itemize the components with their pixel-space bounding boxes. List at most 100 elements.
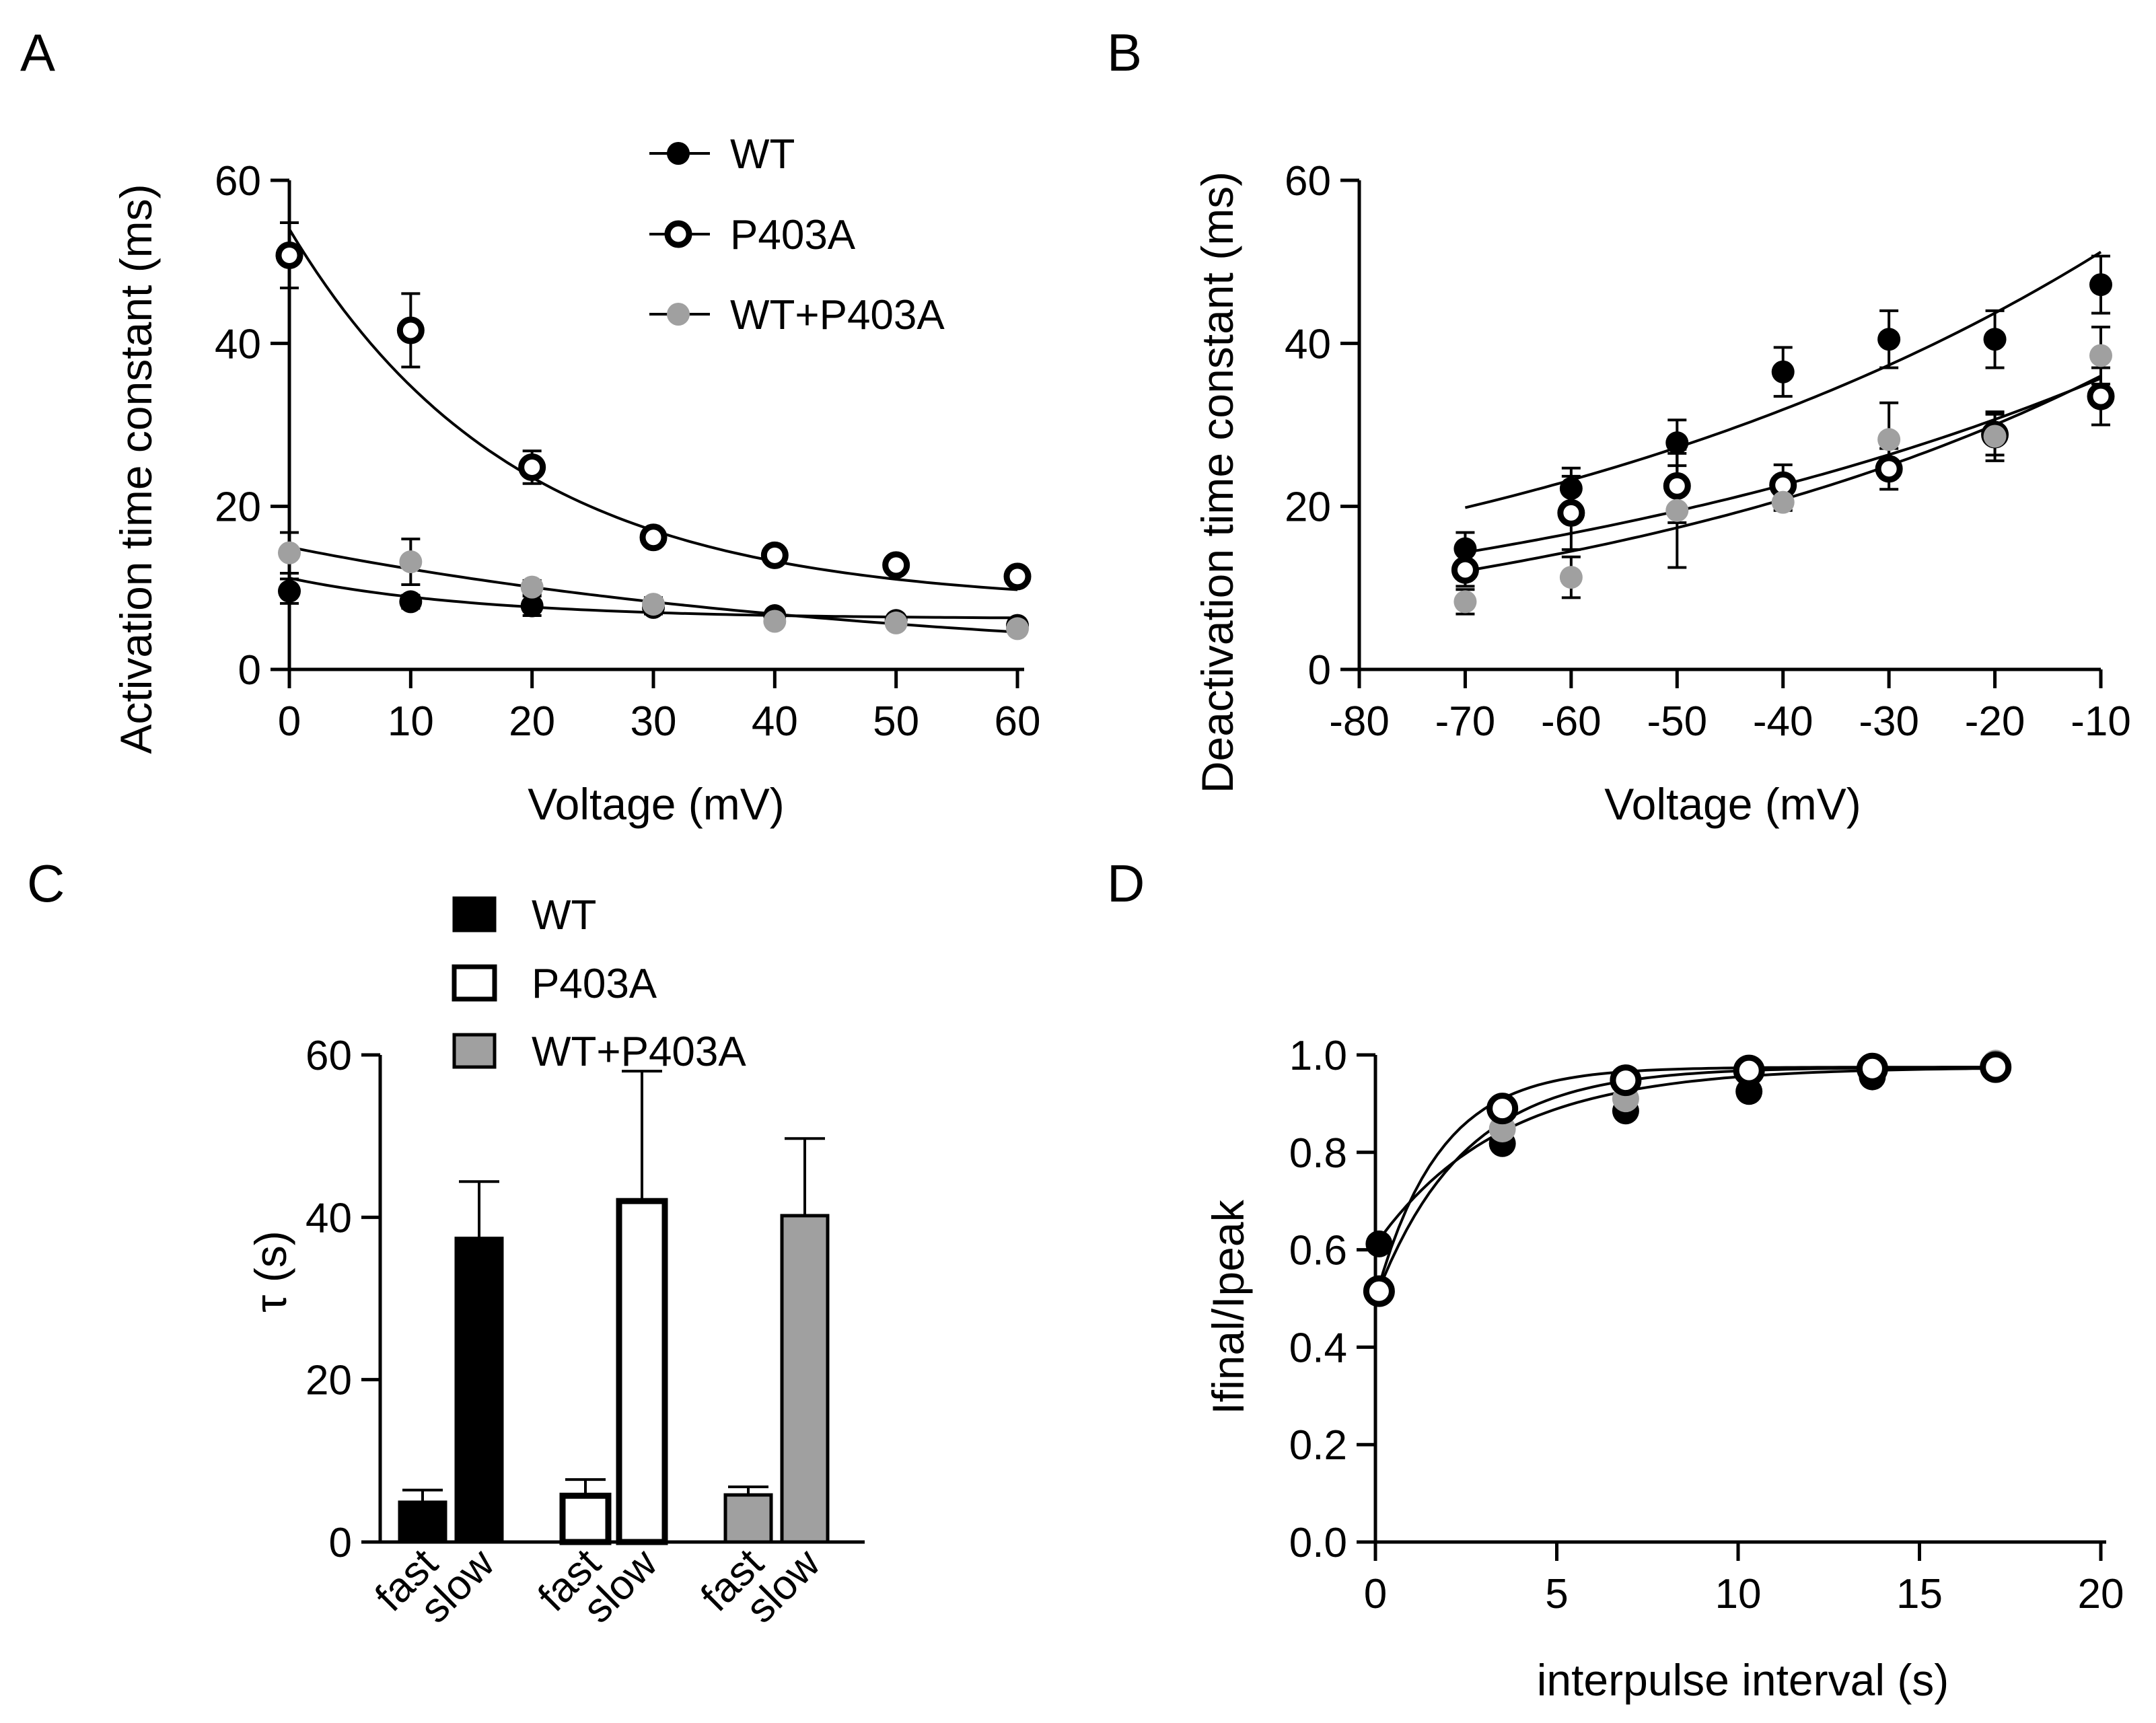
panel-c-ytick-label-40: 40: [306, 1195, 352, 1241]
panel-b-ytick-label-60: 60: [1285, 158, 1331, 205]
panel-d-fit-p403a: [1374, 1066, 1996, 1299]
panel-b-point-wt-p403a-1: [1559, 566, 1583, 589]
panel-b-point-wt-4: [1877, 328, 1901, 351]
panel-a-point-p403a-3: [639, 523, 668, 552]
panel-label-d: D: [1107, 854, 1145, 913]
panel-b-point-wt-p403a-6: [2089, 344, 2112, 367]
panel-label-a: A: [20, 23, 55, 82]
panel-a-point-wt-p403a-3: [642, 593, 665, 616]
panel-a-xtick-label-0: 0: [278, 698, 301, 745]
panel-d-ylabel: Ifinal/Ipeak: [1203, 1199, 1253, 1414]
panel-c-bar-wt-fast: [398, 1500, 447, 1544]
panel-b-point-p403a-0: [1451, 556, 1479, 584]
panel-d-fit-wt: [1374, 1067, 1996, 1246]
panel-c-bar-p403a-slow: [616, 1198, 668, 1545]
panel-label-c: C: [27, 854, 65, 913]
panel-a-point-p403a-5: [882, 551, 910, 579]
panel-b-ytick-label-40: 40: [1285, 321, 1331, 367]
panel-b-point-wt-p403a-0: [1453, 590, 1477, 614]
panel-c-bar-wt-slow: [454, 1237, 504, 1544]
panel-a-point-wt-p403a-2: [520, 575, 544, 599]
panel-b-point-wt-p403a-5: [1983, 425, 2007, 448]
panel-c-errbar-wt-p403a-slow: [785, 1137, 825, 1216]
panel-a-point-wt-p403a-6: [1006, 617, 1029, 640]
panel-a-xtick-label-40: 40: [752, 698, 798, 745]
panel-a-point-wt-p403a-0: [278, 541, 301, 564]
panel-d-point-p403a-2: [1610, 1064, 1642, 1097]
panel-d-fit-wt-p403a: [1374, 1066, 1996, 1299]
panel-c-errbar-wt-fast: [402, 1488, 443, 1502]
panel-a-point-wt-1: [399, 590, 423, 614]
panel-c-bar-p403a-fast: [559, 1492, 612, 1545]
panel-a-point-p403a-2: [518, 453, 546, 482]
panel-b-point-p403a-1: [1557, 499, 1585, 527]
panel-a-point-p403a-4: [760, 541, 789, 569]
panel-b-point-wt-1: [1559, 477, 1583, 501]
legend-label-wt: WT: [730, 131, 795, 178]
panel-c-ytick-label-20: 20: [306, 1358, 352, 1404]
panel-b-xtick-label-10: -10: [2071, 698, 2131, 745]
panel-a-ytick-label-0: 0: [238, 647, 261, 694]
panel-b-xtick-label-40: -40: [1753, 698, 1813, 745]
panel-d-ytick-label-0-2: 0.2: [1289, 1422, 1347, 1469]
panel-a-xtick-label-50: 50: [873, 698, 919, 745]
panel-b-ylabel: Deactivation time constant (ms): [1192, 172, 1242, 793]
panel-a-ytick-label-40: 40: [215, 321, 261, 367]
panel-b-ytick-label-20: 20: [1285, 484, 1331, 531]
panel-d-point-p403a-1: [1486, 1093, 1519, 1125]
panel-d-xtick-label-5: 5: [1545, 1571, 1568, 1617]
panel-d-ytick-label-0-8: 0.8: [1289, 1130, 1347, 1177]
legend-c-label-mix: WT+P403A: [532, 1029, 746, 1075]
legend-swatch-p403a: [452, 964, 497, 1002]
legend-marker-p403a: [664, 220, 692, 248]
legend-c-label-p403a: P403A: [532, 961, 657, 1007]
legend-marker-mix: [667, 303, 690, 326]
panel-b-point-wt-6: [2089, 273, 2112, 297]
panel-c-errbar-p403a-fast: [565, 1478, 606, 1496]
panel-d-ytick-label-0-4: 0.4: [1289, 1325, 1347, 1371]
panel-c-errbar-p403a-slow: [622, 1070, 662, 1202]
panel-c-bar-wt-p403a-fast: [723, 1493, 773, 1544]
panel-d-ytick-label-0-6: 0.6: [1289, 1228, 1347, 1274]
panel-c-ytick-label-0: 0: [329, 1520, 352, 1566]
panel-b-xlabel: Voltage (mV): [1604, 779, 1861, 829]
legend-label-p403a: P403A: [730, 212, 856, 258]
panel-b-point-wt-2: [1665, 431, 1689, 455]
panel-d-xtick-label-15: 15: [1896, 1571, 1943, 1617]
panel-b-point-wt-p403a-3: [1771, 490, 1795, 514]
panel-a-xtick-label-60: 60: [995, 698, 1041, 745]
panel-b-point-wt-p403a-4: [1877, 428, 1901, 451]
panel-d: D Ifinal/Ipeak interpulse interval (s) 0…: [1107, 854, 2124, 1705]
panel-c-legend: WT P403A WT+P403A: [452, 892, 746, 1075]
panel-d-point-p403a-4: [1856, 1052, 1888, 1085]
panel-b-xtick-label-70: -70: [1435, 698, 1496, 745]
panel-label-b: B: [1107, 23, 1142, 82]
panel-d-point-p403a-3: [1733, 1054, 1765, 1087]
panel-a-ytick-label-20: 20: [215, 484, 261, 531]
panel-b: B Deactivation time constant (ms) Voltag…: [1107, 23, 2131, 829]
panel-c-errbar-wt-slow: [459, 1180, 499, 1239]
panel-a-point-p403a-0: [275, 241, 303, 269]
panel-b-point-p403a-6: [2087, 382, 2115, 410]
legend-c-label-wt: WT: [532, 892, 596, 939]
panel-a-point-wt-0: [278, 579, 301, 603]
panel-b-xtick-label-60: -60: [1541, 698, 1602, 745]
panel-b-ytick-label-0: 0: [1308, 647, 1331, 694]
panel-a-xtick-label-10: 10: [388, 698, 434, 745]
panel-a-point-p403a-1: [396, 316, 425, 344]
panel-a-ylabel: Activation time constant (ms): [111, 184, 161, 754]
panel-a-point-wt-p403a-5: [884, 611, 908, 634]
panel-b-point-wt-5: [1983, 328, 2007, 351]
panel-b-xtick-label-20: -20: [1965, 698, 2025, 745]
panel-a-point-wt-p403a-4: [763, 610, 787, 633]
panel-a-point-p403a-6: [1003, 562, 1032, 591]
legend-marker-wt: [667, 142, 690, 165]
panel-d-xtick-label-10: 10: [1715, 1571, 1762, 1617]
panel-d-ytick-label-1: 1.0: [1289, 1033, 1347, 1079]
panel-a: A Activation time constant (ms) Voltage …: [20, 23, 1040, 829]
panel-b-point-p403a-2: [1663, 472, 1691, 500]
panel-b-point-wt-0: [1453, 537, 1477, 560]
panel-d-point-wt-0: [1365, 1230, 1393, 1257]
panel-a-xtick-label-30: 30: [631, 698, 677, 745]
